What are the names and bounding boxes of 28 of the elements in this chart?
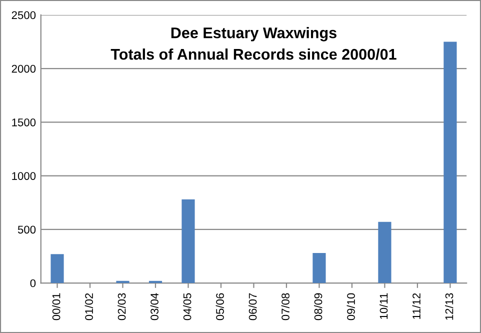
text: Dee Estuary Waxwings bbox=[171, 27, 336, 42]
bar bbox=[50, 254, 64, 284]
bar bbox=[182, 199, 195, 284]
y-tick-label: 2000 bbox=[12, 64, 36, 73]
x-tick-label: 00/01 bbox=[52, 293, 60, 320]
x-tick-label: 03/04 bbox=[150, 293, 158, 320]
y-tick-label: 2500 bbox=[12, 11, 36, 20]
y-tick-label: 0 bbox=[30, 279, 36, 288]
x-tick-label: 01/02 bbox=[84, 293, 93, 320]
bar bbox=[116, 280, 130, 284]
text: Totals of Annual Records since 2000/01 bbox=[110, 48, 396, 60]
bar bbox=[148, 280, 162, 284]
x-tick-label: 08/09 bbox=[314, 293, 322, 320]
x-tick-label: 10/11 bbox=[380, 293, 388, 319]
y-tick-label: 1500 bbox=[12, 118, 36, 126]
bar bbox=[444, 42, 457, 284]
x-tick-label: 07/08 bbox=[281, 293, 290, 320]
x-tick-label: 04/05 bbox=[183, 293, 192, 320]
y-tick-label: 500 bbox=[18, 226, 36, 234]
x-tick-label: 12/13 bbox=[445, 293, 454, 320]
x-tick-label: 05/06 bbox=[216, 293, 224, 320]
x-tick-label: 06/07 bbox=[248, 293, 257, 320]
x-tick-label: 09/10 bbox=[346, 293, 355, 320]
x-tick-label: 11/12 bbox=[412, 293, 420, 319]
x-tick-label: 02/03 bbox=[118, 293, 126, 320]
bar bbox=[312, 253, 326, 284]
y-tick-label: 1000 bbox=[12, 172, 36, 180]
bar bbox=[378, 222, 392, 284]
